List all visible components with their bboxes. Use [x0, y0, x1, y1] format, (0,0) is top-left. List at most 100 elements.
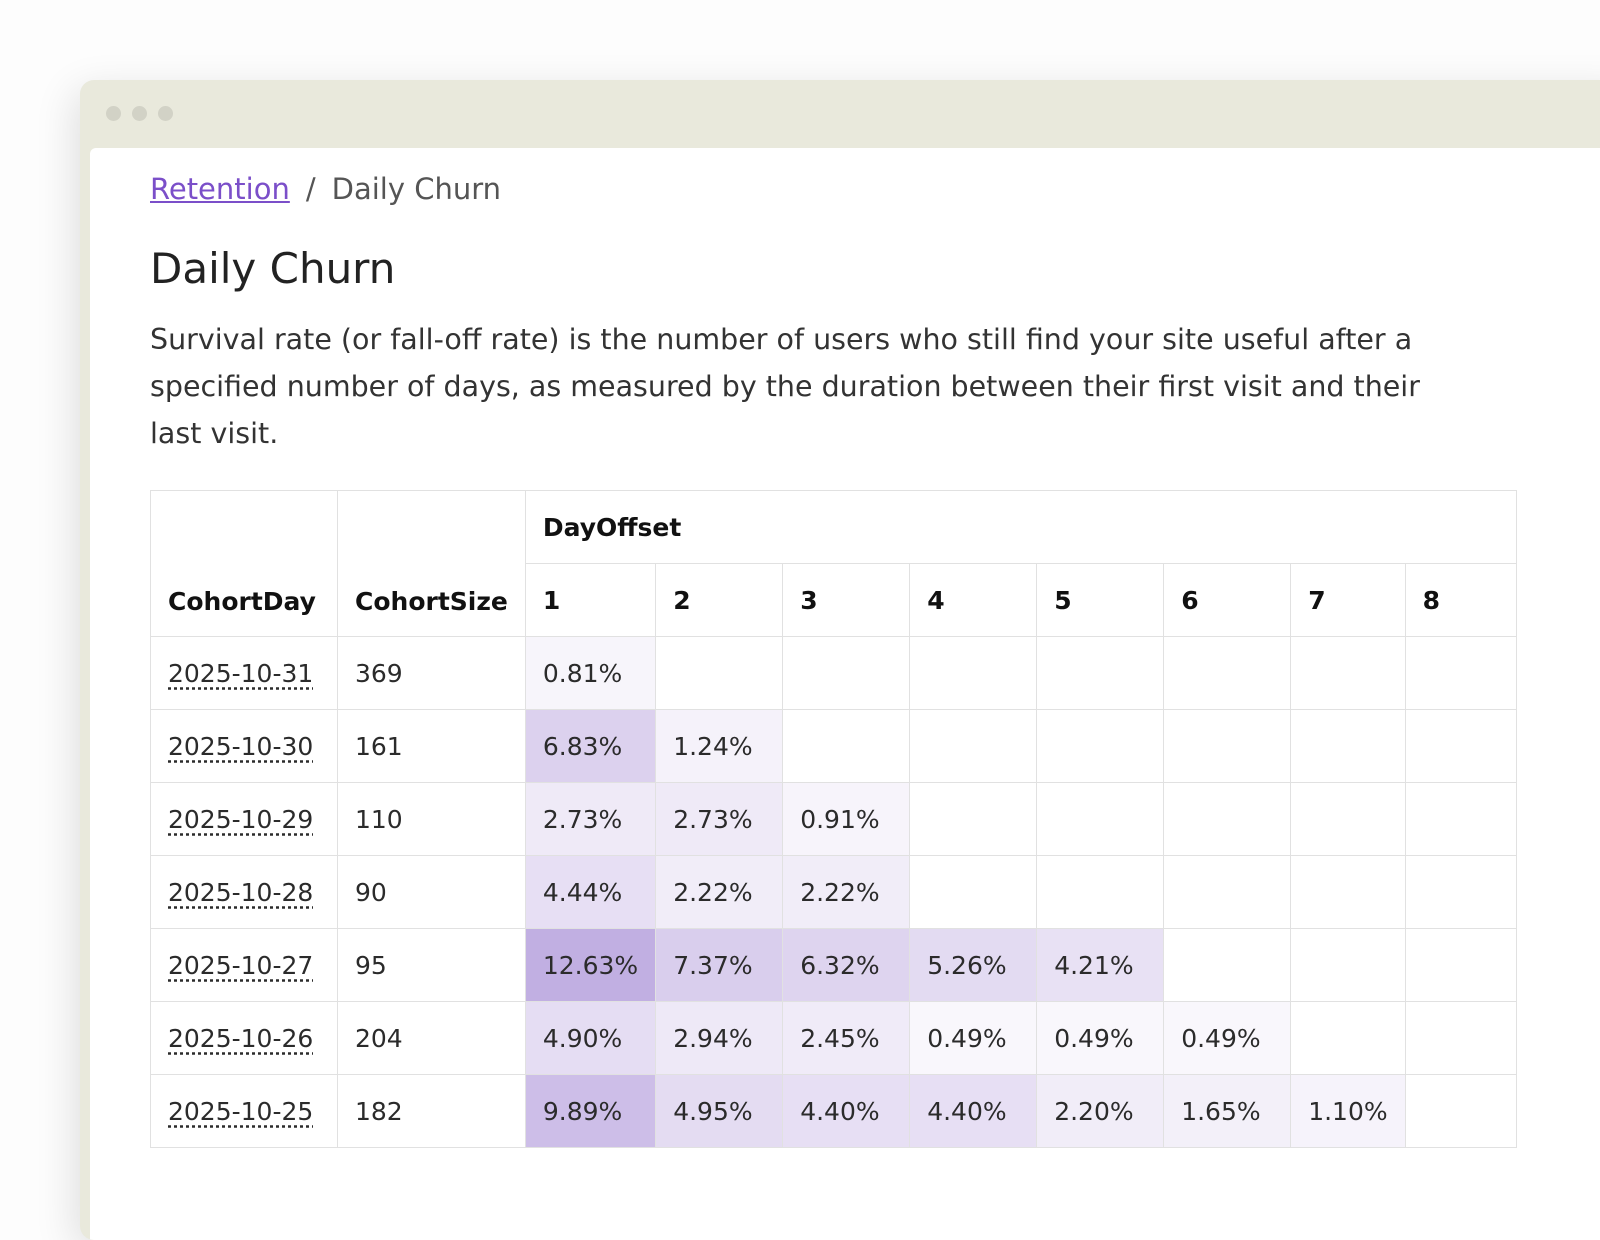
rate-cell [1404, 782, 1517, 856]
column-header: CohortDay [150, 490, 338, 637]
breadcrumb-separator: / [305, 172, 316, 206]
rate-cell: 4.40% [782, 1074, 911, 1148]
rate-cell: 2.20% [1036, 1074, 1165, 1148]
rate-cell [1036, 855, 1165, 929]
cell: 2025-10-25 [150, 1074, 338, 1148]
rate-cell [1036, 709, 1165, 783]
rate-cell: 0.49% [909, 1001, 1038, 1075]
rate-cell: 2.45% [782, 1001, 911, 1075]
rate-cell [1290, 928, 1406, 1002]
cohort-day-link[interactable]: 2025-10-29 [168, 804, 314, 834]
rate-cell [1404, 636, 1517, 710]
table-row: 2025-10-30 161 6.83% 1.24% [150, 709, 1517, 783]
rate-cell [1404, 855, 1517, 929]
cohort-day-link[interactable]: 2025-10-26 [168, 1023, 314, 1053]
cohort-day-link[interactable]: 2025-10-31 [168, 658, 314, 688]
rate-cell: 4.90% [524, 1001, 657, 1075]
table-row: 2025-10-28 90 4.44% 2.22% 2.22% [150, 855, 1517, 929]
rate-cell [1163, 855, 1292, 929]
column-header: 6 [1163, 563, 1292, 637]
cohort-day-link[interactable]: 2025-10-28 [168, 877, 314, 907]
table-row: 2025-10-25 182 9.89% 4.95% 4.40% 4.40% 2.20% 1.… [150, 1074, 1517, 1148]
rate-cell [1404, 1001, 1517, 1075]
header-row: CohortDay CohortSize DayOffset [150, 490, 1517, 637]
table-row: 2025-10-26 204 4.90% 2.94% 2.45% 0.49% 0.49% 0.… [150, 1001, 1517, 1075]
rate-cell [782, 709, 911, 783]
rate-cell [1404, 1074, 1517, 1148]
rate-cell [1290, 782, 1406, 856]
cell: 2025-10-27 [150, 928, 338, 1002]
column-header: 1 [524, 563, 657, 637]
cohort-day-link[interactable]: 2025-10-30 [168, 731, 314, 761]
rate-cell [1404, 928, 1517, 1002]
rate-cell: 4.95% [655, 1074, 784, 1148]
rate-cell [909, 855, 1038, 929]
rate-cell [1036, 636, 1165, 710]
page-title: Daily Churn [150, 244, 396, 293]
cell: 2025-10-26 [150, 1001, 338, 1075]
cell: 2025-10-28 [150, 855, 338, 929]
group-header: DayOffset [524, 490, 1517, 564]
rate-cell: 5.26% [909, 928, 1038, 1002]
column-header: CohortSize [337, 490, 526, 637]
cell: 161 [337, 709, 526, 783]
cell: 95 [337, 928, 526, 1002]
breadcrumb-link[interactable]: Retention [150, 172, 290, 206]
rate-cell: 2.94% [655, 1001, 784, 1075]
column-header: 4 [909, 563, 1038, 637]
table-row: 2025-10-29 110 2.73% 2.73% 0.91% [150, 782, 1517, 856]
cell: 2025-10-29 [150, 782, 338, 856]
rate-cell: 6.32% [782, 928, 911, 1002]
window-dot [132, 106, 147, 121]
cohort-day-link[interactable]: 2025-10-27 [168, 950, 314, 980]
breadcrumb-current: Daily Churn [331, 172, 502, 206]
column-header: 7 [1290, 563, 1406, 637]
churn-table: CohortDay CohortSize DayOffset 1 2 3 4 5 6 7 8 2025… [150, 490, 1517, 1148]
rate-cell [909, 636, 1038, 710]
rate-cell [1036, 782, 1165, 856]
column-header: 2 [655, 563, 784, 637]
breadcrumb: Retention / Daily Churn [150, 172, 501, 206]
cell: 110 [337, 782, 526, 856]
rate-cell [655, 636, 784, 710]
cohort-day-link[interactable]: 2025-10-25 [168, 1096, 314, 1126]
rate-cell [1163, 782, 1292, 856]
rate-cell: 2.22% [655, 855, 784, 929]
rate-cell [909, 709, 1038, 783]
rate-cell [1290, 855, 1406, 929]
page: Retention / Daily Churn Daily Churn Surviv… [80, 80, 1600, 1240]
browser-window: Retention / Daily Churn Daily Churn Surviv… [80, 80, 1600, 1240]
window-dot [106, 106, 121, 121]
rate-cell [1290, 709, 1406, 783]
rate-cell [782, 636, 911, 710]
rate-cell: 2.73% [524, 782, 657, 856]
rate-cell: 7.37% [655, 928, 784, 1002]
column-header: 3 [782, 563, 911, 637]
description: Survival rate (or fall-off rate) is the … [150, 323, 1420, 450]
rate-cell [1290, 636, 1406, 710]
column-header: 5 [1036, 563, 1165, 637]
table-row: 2025-10-27 95 12.63% 7.37% 6.32% 5.26% 4.21% [150, 928, 1517, 1002]
rate-cell: 1.65% [1163, 1074, 1292, 1148]
cell: 369 [337, 636, 526, 710]
rate-cell: 12.63% [524, 928, 657, 1002]
cell: 2025-10-30 [150, 709, 338, 783]
rate-cell [909, 782, 1038, 856]
window-dot [158, 106, 173, 121]
content: Retention / Daily Churn Daily Churn Surviv… [90, 148, 1600, 1240]
rate-cell: 4.44% [524, 855, 657, 929]
cell: 204 [337, 1001, 526, 1075]
cell: 182 [337, 1074, 526, 1148]
rate-cell: 1.10% [1290, 1074, 1406, 1148]
rate-cell: 2.22% [782, 855, 911, 929]
rate-cell [1404, 709, 1517, 783]
rate-cell [1163, 636, 1292, 710]
rate-cell [1163, 709, 1292, 783]
column-header: 8 [1404, 563, 1517, 637]
rate-cell [1163, 928, 1292, 1002]
cell: 2025-10-31 [150, 636, 338, 710]
rate-cell: 4.21% [1036, 928, 1165, 1002]
rate-cell: 0.49% [1036, 1001, 1165, 1075]
rate-cell: 0.81% [524, 636, 657, 710]
